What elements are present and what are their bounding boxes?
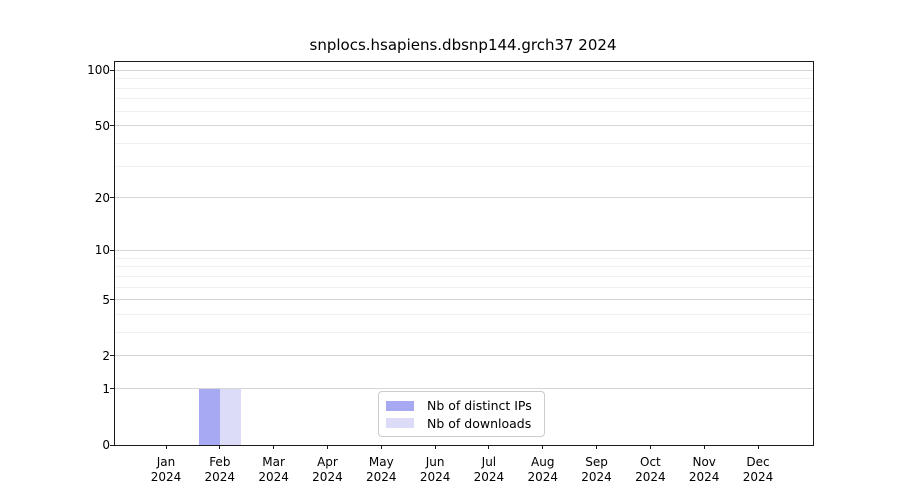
minor-gridline bbox=[115, 87, 813, 89]
major-gridline bbox=[115, 355, 813, 357]
y-tick-label: 100 bbox=[87, 63, 110, 78]
x-tick-label: Jan 2024 bbox=[150, 455, 182, 484]
major-gridline bbox=[115, 388, 813, 390]
minor-gridline bbox=[115, 313, 813, 315]
y-tick-label: 0 bbox=[102, 438, 110, 452]
x-tick-mark bbox=[273, 445, 275, 449]
minor-gridline bbox=[115, 286, 813, 288]
legend-item: Nb of downloads bbox=[386, 415, 536, 432]
major-gridline bbox=[115, 125, 813, 127]
y-tick-mark bbox=[110, 197, 114, 199]
minor-gridline bbox=[115, 110, 813, 112]
major-gridline bbox=[115, 69, 813, 71]
x-tick-label: Nov 2024 bbox=[688, 455, 720, 484]
chart-title: snplocs.hsapiens.dbsnp144.grch37 2024 bbox=[309, 36, 617, 54]
y-tick-label: 5 bbox=[102, 292, 110, 307]
major-gridline bbox=[115, 299, 813, 301]
x-tick-mark bbox=[488, 445, 490, 449]
x-tick-mark bbox=[596, 445, 598, 449]
x-tick-mark bbox=[434, 445, 436, 449]
y-tick-mark bbox=[110, 444, 114, 446]
major-gridline bbox=[115, 249, 813, 251]
bar-nb-of-distinct-ips bbox=[199, 388, 220, 445]
legend-swatch bbox=[386, 418, 414, 429]
x-tick-label: May 2024 bbox=[365, 455, 397, 484]
minor-gridline bbox=[115, 257, 813, 259]
x-tick-label: Aug 2024 bbox=[527, 455, 558, 484]
minor-gridline bbox=[115, 98, 813, 100]
x-tick-mark bbox=[703, 445, 705, 449]
major-gridline bbox=[115, 197, 813, 199]
y-tick-label: 1 bbox=[102, 381, 110, 396]
minor-gridline bbox=[115, 266, 813, 268]
y-tick-mark bbox=[110, 355, 114, 357]
x-tick-label: Sep 2024 bbox=[581, 455, 612, 484]
y-tick-mark bbox=[110, 299, 114, 301]
y-tick-mark bbox=[110, 388, 114, 390]
minor-gridline bbox=[115, 143, 813, 145]
x-tick-mark bbox=[380, 445, 382, 449]
bar-nb-of-downloads bbox=[219, 388, 241, 445]
y-tick-mark bbox=[110, 69, 114, 71]
y-tick-mark bbox=[110, 249, 114, 251]
x-tick-mark bbox=[757, 445, 759, 449]
x-tick-mark bbox=[326, 445, 328, 449]
x-tick-label: Mar 2024 bbox=[258, 455, 289, 484]
minor-gridline bbox=[115, 331, 813, 333]
legend-item: Nb of distinct IPs bbox=[386, 397, 536, 414]
y-tick-mark bbox=[110, 125, 114, 127]
x-tick-label: Oct 2024 bbox=[635, 455, 666, 484]
legend: Nb of distinct IPs Nb of downloads bbox=[378, 391, 545, 437]
y-tick-label: 2 bbox=[102, 348, 110, 363]
legend-label: Nb of downloads bbox=[427, 415, 532, 431]
x-tick-label: Jul 2024 bbox=[473, 455, 505, 484]
x-tick-label: Jun 2024 bbox=[419, 455, 451, 484]
x-tick-label: Apr 2024 bbox=[312, 455, 343, 484]
x-tick-mark bbox=[165, 445, 167, 449]
minor-gridline bbox=[115, 78, 813, 80]
legend-label: Nb of distinct IPs bbox=[427, 398, 532, 414]
minor-gridline bbox=[115, 275, 813, 277]
x-tick-mark bbox=[649, 445, 651, 449]
plot-area: 0 1 2 5 10 20 50 100 Jan 2024 Feb 2024 Mar 2024 Apr… bbox=[87, 61, 814, 484]
x-tick-label: Dec 2024 bbox=[742, 455, 774, 484]
y-tick-label: 50 bbox=[94, 118, 110, 133]
y-tick-label: 20 bbox=[94, 190, 110, 205]
minor-gridline bbox=[115, 165, 813, 167]
y-tick-label: 10 bbox=[94, 243, 110, 258]
legend-swatch bbox=[386, 400, 414, 411]
x-tick-mark bbox=[219, 445, 221, 449]
x-tick-label: Feb 2024 bbox=[204, 455, 236, 484]
x-tick-mark bbox=[542, 445, 544, 449]
